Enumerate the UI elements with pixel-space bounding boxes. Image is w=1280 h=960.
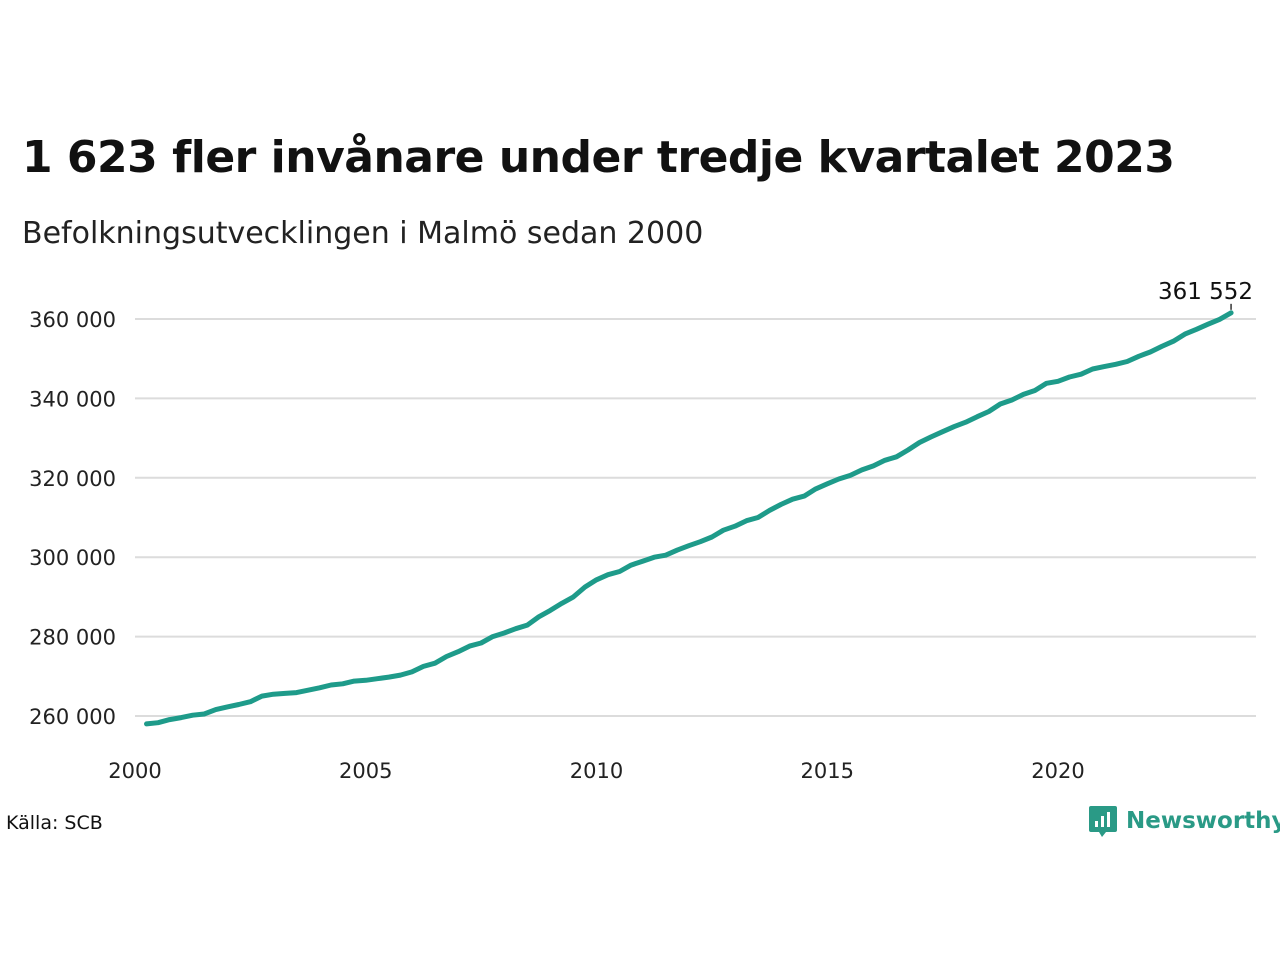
brand-name: Newsworthy (1126, 808, 1280, 834)
y-tick-label: 340 000 (29, 387, 116, 411)
chart-title: 1 623 fler invånare under tredje kvartal… (22, 132, 1175, 183)
x-tick-label: 2010 (570, 759, 623, 783)
series-layer: 361 552 (144, 279, 1253, 727)
newsworthy-logo: Newsworthy (1088, 804, 1280, 838)
x-axis-ticks: 2000 2005 2010 2015 2020 (108, 759, 1084, 783)
x-tick-label: 2000 (108, 759, 161, 783)
source-note: Källa: SCB (6, 812, 103, 834)
x-tick-label: 2015 (801, 759, 854, 783)
y-tick-label: 360 000 (29, 308, 116, 332)
newsworthy-logo-icon (1089, 806, 1117, 837)
end-value-label: 361 552 (1158, 279, 1253, 305)
x-tick-label: 2020 (1031, 759, 1084, 783)
y-tick-label: 260 000 (29, 705, 116, 729)
y-tick-label: 300 000 (29, 546, 116, 570)
x-tick-label: 2005 (339, 759, 392, 783)
y-tick-label: 280 000 (29, 626, 116, 650)
chart-subtitle: Befolkningsutvecklingen i Malmö sedan 20… (22, 216, 704, 251)
series-line (144, 310, 1234, 727)
y-tick-label: 320 000 (29, 467, 116, 491)
y-axis-ticks: 260 000 280 000 300 000 320 000 340 000 360 0… (29, 308, 116, 729)
grid-lines (135, 318, 1256, 717)
